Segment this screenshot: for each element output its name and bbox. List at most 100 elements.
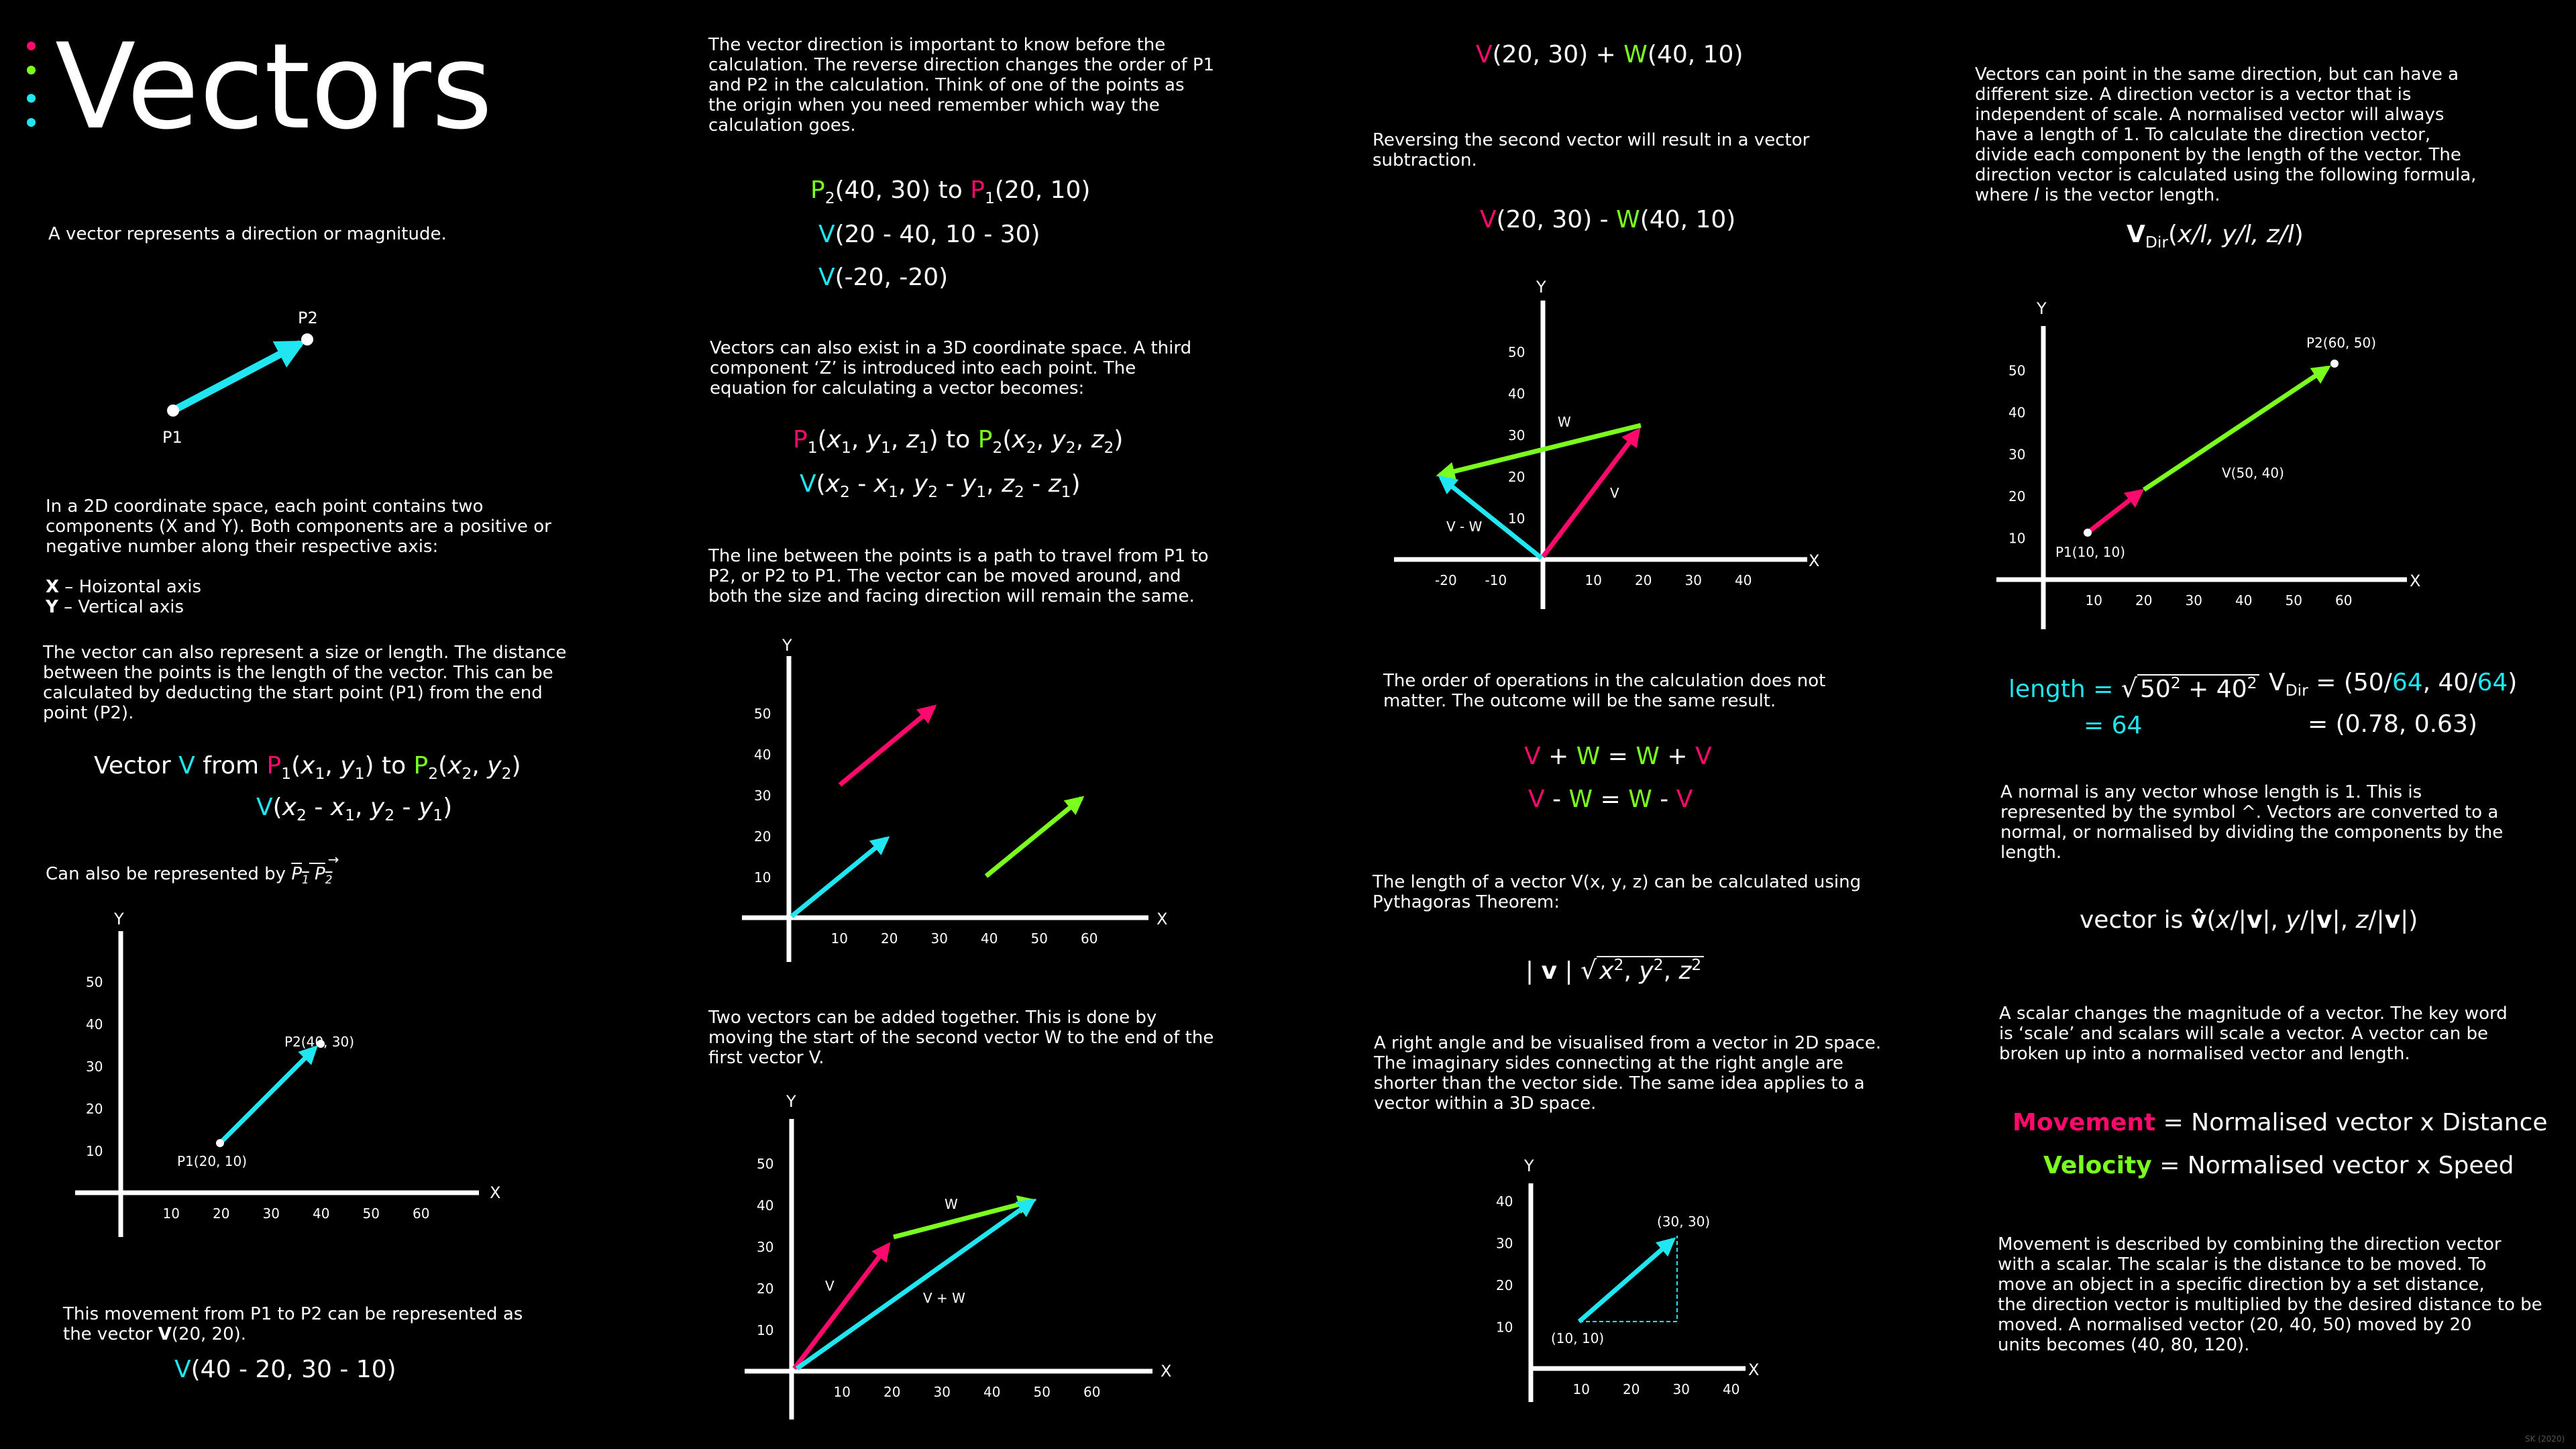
full-vector-arrow <box>2143 365 2331 492</box>
y-tick-label: 40 <box>1508 386 1525 402</box>
vw-label: V + W <box>923 1290 965 1306</box>
y-tick-label: 20 <box>757 1281 773 1297</box>
x-tick-label: 30 <box>2186 592 2202 608</box>
p1-point <box>2084 529 2092 537</box>
point-b-label: (30, 30) <box>1657 1214 1710 1230</box>
y-tick-label: 20 <box>754 828 771 845</box>
y-tick-label: 40 <box>754 747 771 763</box>
y-axis-label: Y <box>1536 278 1546 297</box>
graph-direction-vector: X Y P1(10, 10) P2(60, 50) V(50, 40) <box>1996 299 2420 629</box>
graph-p1-p2: X Y P1(20, 10) P2(40, 30) <box>75 910 500 1237</box>
y-tick-label: 30 <box>2008 447 2025 463</box>
point-a-label: (10, 10) <box>1551 1330 1604 1346</box>
y-axis-label: Y <box>1523 1157 1534 1175</box>
x-tick-label: 40 <box>1723 1381 1739 1397</box>
reverse-text: Reversing the second vector will result … <box>1373 130 1810 170</box>
p2-label: P2 <box>298 309 318 327</box>
bullet-dot-green <box>27 66 36 74</box>
cyan-vector-arrow <box>790 836 890 918</box>
combine-text: Movement is described by combining the d… <box>1998 1234 2542 1355</box>
x-tick-label: 30 <box>934 1384 951 1400</box>
y-tick-label: 10 <box>1496 1320 1513 1336</box>
w-label: W <box>945 1196 958 1212</box>
right-angle-sides <box>1579 1236 1678 1322</box>
subtraction-identity: V - W = W - V <box>1528 786 1693 813</box>
final-vector-equation: V(40 - 20, 30 - 10) <box>174 1356 396 1383</box>
p1-label: P1 <box>162 428 182 447</box>
coord-text: In a 2D coordinate space, each point con… <box>46 496 551 557</box>
y-tick-label: 20 <box>86 1101 103 1117</box>
v-vector-arrow <box>1541 427 1641 559</box>
velocity-formula: Velocity = Normalised vector x Speed <box>2043 1152 2514 1179</box>
reverse-subtract-equation: V(20 - 40, 10 - 30) <box>818 221 1040 248</box>
pink-vector-arrow <box>838 704 937 787</box>
x-tick-label: 50 <box>2286 592 2302 608</box>
bullet-dot-cyan-1 <box>27 94 36 103</box>
y-tick-label: 40 <box>2008 405 2025 421</box>
x-tick-label: 40 <box>983 1384 1000 1400</box>
x-tick-label: 60 <box>413 1205 429 1222</box>
x-tick-label: 30 <box>1685 572 1702 588</box>
y-tick-label: 10 <box>86 1143 103 1159</box>
w-vector-arrow <box>893 1195 1037 1240</box>
v-label: V <box>1610 485 1619 501</box>
bullet-dot-pink <box>27 42 36 50</box>
x-tick-label: -20 <box>1435 572 1457 588</box>
v-label: V <box>825 1278 835 1294</box>
y-tick-label: 50 <box>754 706 771 722</box>
y-tick-label: 40 <box>1496 1193 1513 1210</box>
x-axis-label: X <box>490 1183 500 1202</box>
y-tick-label: 30 <box>754 788 771 804</box>
y-tick-label: 20 <box>1508 469 1525 485</box>
y-tick-label: 50 <box>757 1156 773 1172</box>
right-angle-text: A right angle and be visualised from a v… <box>1374 1033 1882 1114</box>
threed-text: Vectors can also exist in a 3D coordinat… <box>710 338 1192 398</box>
length-calculation: length = √ 502 + 402 <box>2008 668 2260 704</box>
vw-vector-arrow <box>795 1198 1036 1371</box>
p2-label: P2(40, 30) <box>284 1034 354 1050</box>
vmw-label: V - W <box>1446 519 1483 535</box>
vector-from-equation: Vector V from P1(x1, y1) to P2(x2, y2) <box>94 752 521 784</box>
also-text: Can also be represented by P1 P2 → <box>46 851 339 887</box>
x-tick-label: 50 <box>1034 1384 1051 1400</box>
x-tick-label: 40 <box>981 930 998 947</box>
order-text: The order of operations in the calculati… <box>1383 671 1826 711</box>
p1-label: P1(20, 10) <box>177 1153 247 1169</box>
vector-components-equation: V(x2 - x1, y2 - y1) <box>256 794 453 825</box>
y-tick-label: 10 <box>757 1322 773 1338</box>
graph-vector-addition: X Y V W V + W <box>745 1092 1171 1419</box>
v-vector-arrow <box>792 1242 891 1371</box>
page-title: Vectors <box>55 18 493 156</box>
p1-point <box>216 1139 224 1147</box>
length-value: = 64 <box>2084 712 2143 739</box>
pythagoras-equation: | v | √ x2, y2, z2 <box>1525 950 1705 986</box>
x-axis-label: X <box>1161 1362 1171 1381</box>
p1-label: P1(10, 10) <box>2055 544 2125 560</box>
x-tick-label: 20 <box>881 930 898 947</box>
y-tick-label: 50 <box>2008 363 2025 379</box>
x-tick-label: 60 <box>1081 930 1097 947</box>
reverse-result-equation: V(-20, -20) <box>818 264 949 291</box>
graph-right-angle: X Y (10, 10) (30, 30) <box>1523 1157 1759 1402</box>
x-tick-label: 10 <box>2086 592 2102 608</box>
x-tick-label: 50 <box>1031 930 1048 947</box>
y-axis-label: Y <box>786 1092 796 1111</box>
y-tick-label: 20 <box>2008 488 2025 504</box>
normal-intro-text: Vectors can point in the same direction,… <box>1975 64 2477 205</box>
y-tick-label: 10 <box>2008 531 2025 547</box>
bullet-dot-cyan-2 <box>27 118 36 127</box>
intro-vector-diagram: P1 P2 <box>162 309 318 447</box>
graph-vector-subtraction: X Y W V V - W <box>1394 278 1819 609</box>
vector-addition-equation: V(20, 30) + W(40, 10) <box>1476 41 1743 68</box>
x-tick-label: -10 <box>1485 572 1507 588</box>
x-axis-label: X <box>1157 910 1167 928</box>
graph-moved-vectors: X Y <box>742 636 1167 962</box>
direction-vector-arrow <box>2086 488 2145 535</box>
vdir-result: = (0.78, 0.63) <box>2308 710 2477 738</box>
intro-vector-arrow <box>171 340 306 414</box>
x-tick-label: 10 <box>831 930 848 947</box>
axis-key-list: X – Hoizontal axis Y – Vertical axis <box>46 577 201 617</box>
vdir-formula: VDir(x/l, y/l, z/l) <box>2127 221 2304 252</box>
y-tick-label: 30 <box>1508 427 1525 443</box>
w-label: W <box>1558 414 1571 430</box>
